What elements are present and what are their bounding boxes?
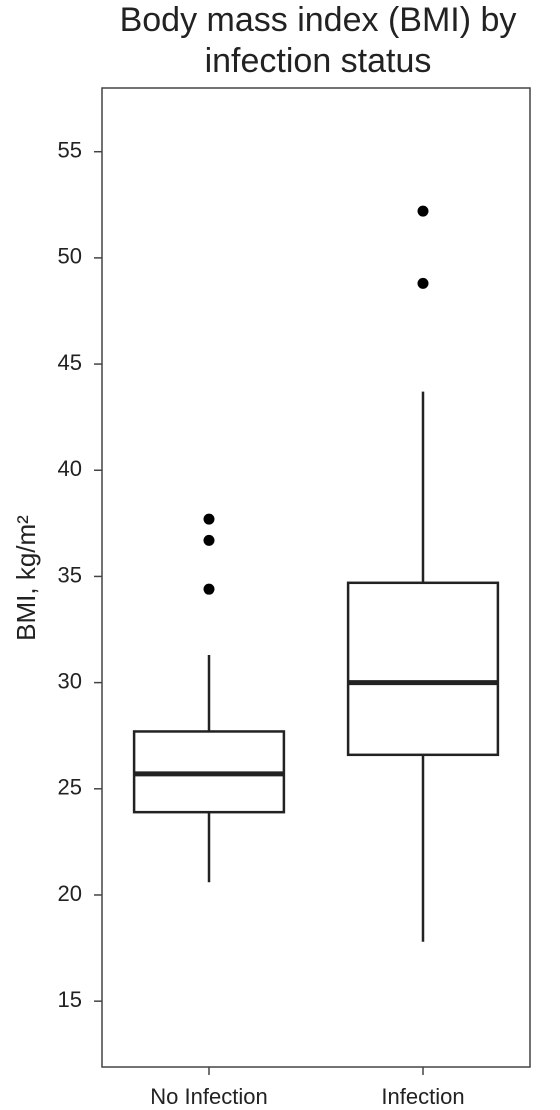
y-tick-label: 50: [58, 244, 82, 269]
outlier: [203, 583, 215, 595]
outlier: [417, 205, 429, 217]
y-tick-label: 40: [58, 456, 82, 481]
outlier: [203, 513, 215, 525]
y-tick-label: 45: [58, 350, 82, 375]
y-tick-label: 30: [58, 668, 82, 693]
y-tick-label: 55: [58, 138, 82, 163]
plot-panel: [101, 87, 531, 1068]
box: [346, 581, 500, 757]
x-tick-label: No Infection: [150, 1084, 267, 1109]
y-axis-label: BMI, kg/m²: [11, 515, 41, 641]
chart-title: infection status: [205, 42, 432, 80]
y-tick-label: 35: [58, 562, 82, 587]
outlier: [417, 277, 429, 289]
y-tick-label: 25: [58, 775, 82, 800]
chart-title: Body mass index (BMI) by: [120, 1, 517, 39]
y-tick-label: 15: [58, 987, 82, 1012]
outlier: [203, 534, 215, 546]
y-tick-label: 20: [58, 881, 82, 906]
x-tick-label: Infection: [381, 1084, 464, 1109]
